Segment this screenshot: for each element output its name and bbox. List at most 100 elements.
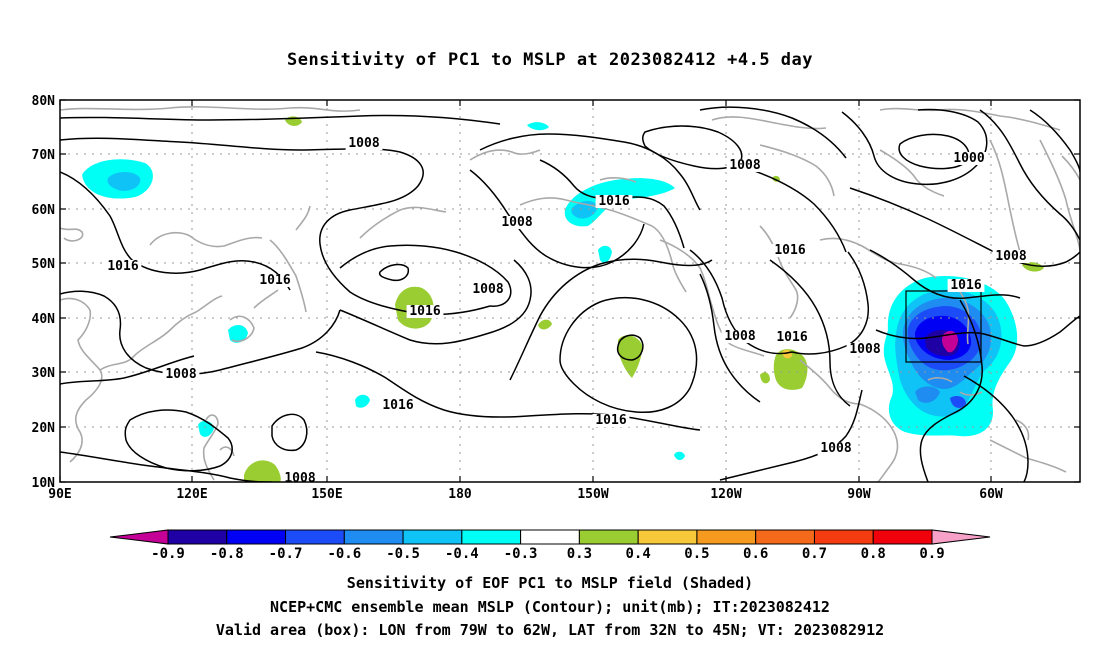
- colorbar-swatch: [755, 529, 815, 545]
- contour-label-bg: [771, 244, 809, 257]
- contour-label: 1000: [953, 151, 984, 166]
- colorbar-label: -0.9: [151, 546, 185, 562]
- contour-label-bg: [773, 331, 811, 344]
- contour-label-bg: [345, 137, 383, 150]
- graticule: [60, 100, 1080, 482]
- contour-label-bg: [104, 260, 142, 273]
- contour-label-bg: [281, 472, 319, 482]
- colorbar-swatch: [285, 529, 345, 545]
- colorbar-swatch: [402, 529, 463, 545]
- contour-label: 1008: [348, 136, 379, 151]
- colorbar-swatch: [167, 529, 228, 545]
- contour-label: 1008: [724, 329, 755, 344]
- colorbar-swatch: [578, 529, 639, 545]
- contour-label-bg: [595, 195, 633, 208]
- contour-label: 1016: [595, 413, 626, 428]
- contour-label: 1008: [995, 249, 1026, 264]
- colorbar-swatch: [813, 529, 874, 545]
- contour-label: 1008: [284, 471, 315, 486]
- valid-area-box: [905, 290, 982, 363]
- contour-label-bg: [992, 250, 1030, 263]
- contour-label: 1016: [259, 273, 290, 288]
- contour-label: 1016: [950, 278, 981, 293]
- colorbar-swatch: [872, 529, 933, 545]
- lon-label: 120E: [176, 487, 207, 502]
- colorbar-swatch: [520, 529, 580, 545]
- colorbar-label: -0.8: [210, 546, 244, 562]
- colorbar-label: -0.4: [445, 546, 479, 562]
- contour-labels: 1008 1016 1016 1008 1016 1008 1016 1008 1016 1016…: [104, 136, 1030, 486]
- coastlines: [60, 106, 1080, 482]
- contour-label: 1008: [501, 215, 532, 230]
- colorbar-label: -0.5: [386, 546, 420, 562]
- contour-label-bg: [846, 343, 884, 356]
- colorbar-label: -0.3: [504, 546, 538, 562]
- colorbar-swatch: [461, 529, 522, 545]
- contour-label-bg: [950, 152, 988, 165]
- contour-label: 1008: [472, 282, 503, 297]
- shaded-sensitivity-layer: [82, 116, 1044, 482]
- contour-label: 1008: [820, 441, 851, 456]
- contour-label-bg: [498, 216, 536, 229]
- map-title: Sensitivity of PC1 to MSLP at 2023082412…: [286, 50, 813, 70]
- contour-label: 1016: [776, 330, 807, 345]
- colorbar-label: 0.3: [567, 546, 592, 562]
- lon-label: 90E: [48, 487, 71, 502]
- contour-label-bg: [162, 368, 200, 381]
- tick-marks: [59, 99, 1080, 483]
- caption-shaded: Sensitivity of EOF PC1 to MSLP field (Sh…: [346, 574, 754, 592]
- lon-label: 180: [448, 487, 472, 502]
- axis-labels: 90E 120E 150E 180 150W 120W 90W 60W 80N 70N 60N 50N…: [32, 94, 1003, 502]
- lon-label: 150E: [311, 487, 342, 502]
- shade-max-negative: [942, 330, 958, 353]
- contour-label-bg: [256, 274, 294, 287]
- colorbar-swatch: [637, 529, 698, 545]
- lat-label: 70N: [32, 148, 56, 163]
- lon-label: 60W: [979, 487, 1003, 502]
- lat-label: 60N: [32, 203, 56, 218]
- contour-label-bg: [817, 442, 855, 455]
- contour-label: 1016: [107, 259, 138, 274]
- colorbar-label: 0.6: [743, 546, 768, 562]
- colorbar: -0.9 -0.8 -0.7 -0.6 -0.5 -0.4 -0.3 0.3 0.4 0.5 0.6…: [109, 529, 991, 562]
- lat-label: 80N: [32, 94, 56, 109]
- colorbar-swatch: [343, 529, 404, 545]
- lon-label: 120W: [710, 487, 741, 502]
- contour-label-bg: [721, 330, 759, 343]
- colorbar-swatch: [226, 529, 287, 545]
- colorbar-label: -0.7: [269, 546, 303, 562]
- lat-label: 20N: [32, 421, 56, 436]
- colorbar-label: 0.9: [919, 546, 944, 562]
- colorbar-min-arrow: [109, 529, 169, 545]
- contour-label-bg: [726, 159, 764, 172]
- colorbar-label: 0.8: [861, 546, 886, 562]
- contour-label-bg: [469, 283, 507, 296]
- shade-mexico-green: [773, 349, 808, 390]
- contour-label-bg: [592, 414, 630, 427]
- contour-label: 1016: [774, 243, 805, 258]
- caption-valid-area: Valid area (box): LON from 79W to 62W, L…: [215, 621, 885, 639]
- colorbar-label: -0.6: [327, 546, 361, 562]
- caption-contour: NCEP+CMC ensemble mean MSLP (Contour); u…: [270, 598, 830, 616]
- lat-label: 50N: [32, 257, 56, 272]
- contour-label: 1016: [382, 398, 413, 413]
- contour-label: 1008: [165, 367, 196, 382]
- colorbar-label: 0.5: [684, 546, 709, 562]
- plot-frame: [59, 99, 1081, 483]
- lat-label: 10N: [32, 476, 56, 491]
- lon-label: 90W: [847, 487, 871, 502]
- contour-label-bg: [947, 279, 985, 292]
- colorbar-label: 0.4: [626, 546, 651, 562]
- contour-label: 1016: [409, 304, 440, 319]
- lat-label: 40N: [32, 312, 56, 327]
- colorbar-max-arrow: [931, 529, 991, 545]
- contour-label-bg: [379, 399, 417, 412]
- contour-label-bg: [406, 305, 444, 318]
- contour-label: 1008: [849, 342, 880, 357]
- contour-label: 1016: [598, 194, 629, 209]
- contour-label: 1008: [729, 158, 760, 173]
- colorbar-swatch: [696, 529, 757, 545]
- lon-label: 150W: [577, 487, 608, 502]
- colorbar-label: 0.7: [802, 546, 827, 562]
